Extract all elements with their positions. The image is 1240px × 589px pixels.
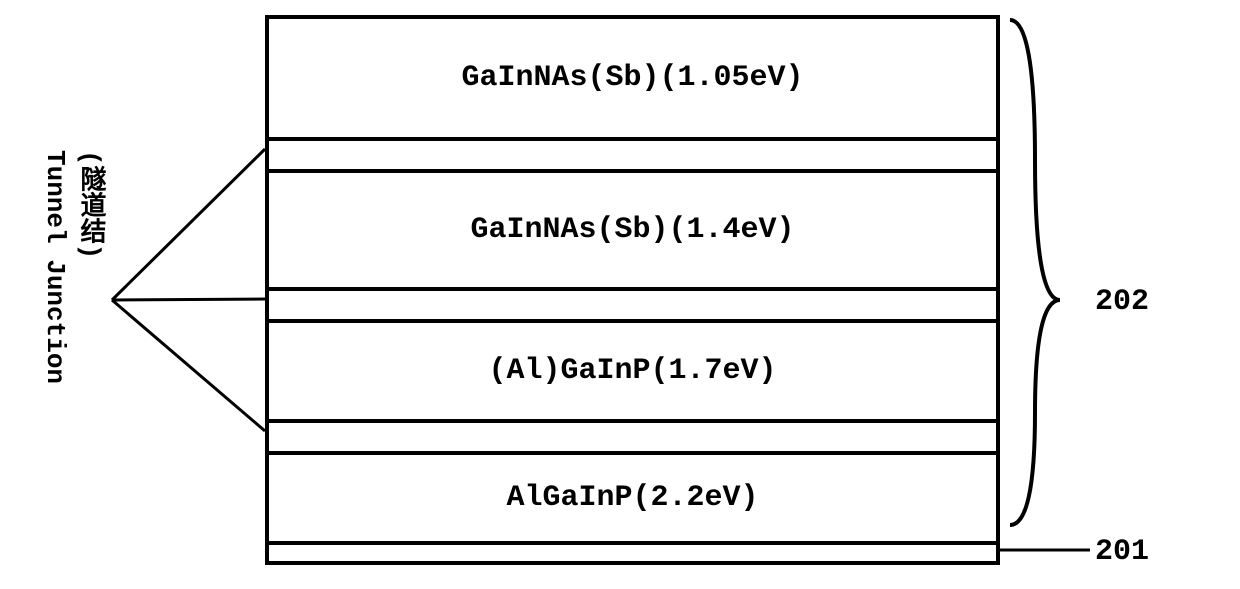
stack-layer [269,419,996,451]
stack-layer: GaInNAs(Sb)(1.4eV) [269,169,996,287]
tunnel-junction-label: Tunnel Junction (隧道结) [40,150,109,384]
stack-layer [269,541,996,569]
stack-layer: AlGaInP(2.2eV) [269,451,996,541]
tunnel-junction-en: Tunnel Junction [40,150,70,384]
ref-202-label: 202 [1095,285,1149,319]
ref-201-label: 201 [1095,535,1149,569]
stack-layer: (Al)GaInP(1.7eV) [269,319,996,419]
tunnel-junction-cn: (隧道结) [72,150,109,384]
stack-layer [269,137,996,169]
diagram-canvas: GaInNAs(Sb)(1.05eV) GaInNAs(Sb)(1.4eV) (Al… [0,0,1240,589]
stack-layer [269,287,996,319]
stack-layer: GaInNAs(Sb)(1.05eV) [269,19,996,137]
layer-stack: GaInNAs(Sb)(1.05eV) GaInNAs(Sb)(1.4eV) (Al… [265,15,1000,565]
